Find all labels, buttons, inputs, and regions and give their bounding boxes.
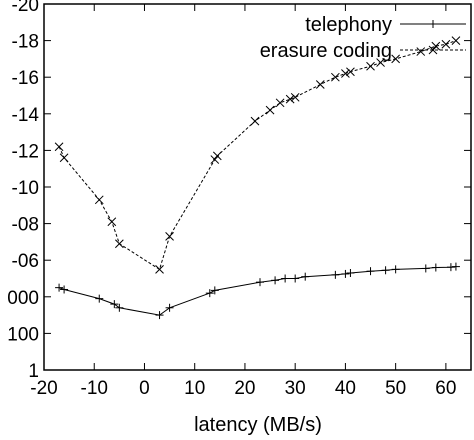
data-point-erasure-coding: [265, 105, 275, 115]
data-point-erasure-coding: [59, 153, 69, 163]
tick-layer: -20 -10 0 10 20 30 40 50 60 1 100 000 -06 -08 -10 -12 -1…: [7, 0, 471, 399]
data-point-erasure-coding: [428, 45, 438, 55]
y-tick-label: 100: [7, 324, 39, 345]
y-tick-label: -18: [12, 32, 39, 53]
y-tick-label: 000: [7, 288, 39, 309]
series-layer: [54, 36, 461, 320]
legend-label-telephony: telephony: [305, 14, 392, 36]
y-tick-label: -08: [12, 215, 39, 236]
y-tick-label: 1: [28, 361, 39, 382]
data-point-erasure-coding: [165, 232, 174, 241]
x-tick-label: 30: [285, 378, 306, 399]
data-point-erasure-coding: [285, 94, 295, 104]
y-tick-label: -06: [12, 251, 39, 272]
data-point-erasure-coding: [315, 80, 325, 89]
y-tick-label: -12: [12, 141, 39, 162]
x-tick-label: 20: [234, 378, 255, 399]
data-point-erasure-coding: [346, 67, 355, 77]
axes-frame-layer: [43, 3, 472, 371]
x-tick-label: 10: [184, 378, 205, 399]
x-tick-label: 60: [435, 378, 456, 399]
legend: telephony erasure coding: [260, 14, 466, 62]
x-tick-label: 50: [385, 378, 406, 399]
x-axis-label: latency (MB/s): [194, 414, 322, 436]
data-point-erasure-coding: [431, 41, 441, 51]
data-point-erasure-coding: [210, 155, 220, 164]
series-line-erasure-coding: [58, 40, 457, 271]
data-point-erasure-coding: [290, 92, 300, 102]
data-point-erasure-coding: [54, 142, 64, 152]
plot-frame: [43, 3, 472, 371]
data-point-erasure-coding: [107, 217, 117, 227]
x-tick-label: -20: [30, 378, 57, 399]
data-point-erasure-coding: [451, 36, 461, 45]
data-point-erasure-coding: [94, 195, 104, 205]
data-point-erasure-coding: [250, 116, 260, 126]
data-point-erasure-coding: [212, 151, 222, 161]
data-point-erasure-coding: [416, 47, 426, 56]
data-point-erasure-coding: [114, 239, 124, 249]
y-tick-label: -14: [12, 105, 40, 126]
data-point-erasure-coding: [391, 54, 401, 64]
data-point-erasure-coding: [331, 72, 340, 82]
x-tick-label: 40: [335, 378, 356, 399]
data-point-erasure-coding: [366, 61, 375, 71]
data-point-erasure-coding: [441, 39, 451, 49]
series-line-telephony: [58, 266, 456, 316]
x-tick-label: -10: [81, 378, 108, 399]
y-tick-label: -10: [12, 178, 39, 199]
legend-label-erasure-coding: erasure coding: [260, 40, 392, 62]
data-point-erasure-coding: [376, 58, 385, 67]
data-point-erasure-coding: [341, 69, 350, 78]
data-point-erasure-coding: [275, 98, 285, 108]
y-tick-label: -16: [12, 68, 39, 89]
x-tick-label: 0: [139, 378, 150, 399]
data-point-erasure-coding: [155, 264, 164, 274]
y-tick-label: -20: [12, 0, 39, 16]
